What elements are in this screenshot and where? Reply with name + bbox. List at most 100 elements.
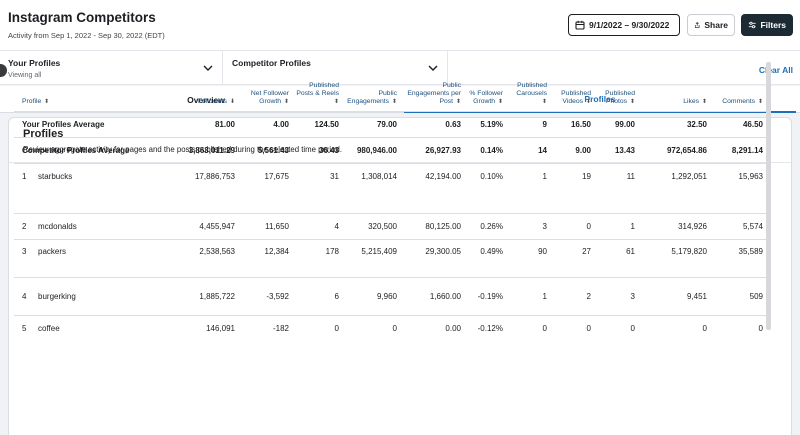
chevron-down-icon [428,65,438,71]
cell-followers: 3,863,011.29 [166,136,238,163]
cell-percent-follower-growth: 5.19% [464,110,506,137]
cell-likes: 1,292,051 [638,162,710,213]
table-row[interactable]: 4 burgerking 1,885,722 -3,592 6 9,960 1,6… [14,276,766,315]
cell-percent-follower-growth: 0.26% [464,212,506,239]
cell-engagements-per-post: 29,300.05 [400,238,464,277]
cell-comments: 8,291.14 [710,136,766,163]
cell-published-carousels: 90 [506,238,550,277]
row-number: 4 [22,291,27,301]
table-header-row: Profile ⬍ Followers ⬇ Net Follower Growt… [14,63,766,111]
tab-overview[interactable]: Overview [187,94,225,105]
cell-public-engagements: 320,500 [342,212,400,239]
sliders-icon [748,21,756,29]
table-scrollbar[interactable] [766,62,771,330]
your-profiles-dropdown[interactable]: Your Profiles Viewing all [0,51,223,85]
column-header-profile[interactable]: Profile ⬍ [22,97,50,105]
profile-cell: 4 burgerking [14,276,166,315]
cell-published-videos: 0 [550,314,594,341]
column-header-net-follower-growth[interactable]: Net Follower Growth ⬍ [250,89,289,105]
profile-name[interactable]: mcdonalds [38,221,77,231]
profiles-table: Profile ⬍ Followers ⬇ Net Follower Growt… [14,63,766,341]
row-number: 5 [22,323,27,333]
cell-published-posts-reels: 0 [292,314,342,341]
table-row[interactable]: 1 starbucks 17,886,753 17,675 31 1,308,01… [14,162,766,213]
cell-followers: 17,886,753 [166,162,238,213]
column-header-comments[interactable]: Comments ⬍ [722,97,763,105]
column-header-percent-follower-growth[interactable]: % Follower Growth ⬍ [469,89,503,105]
column-header-published-photos[interactable]: Published Photos ⬍ [605,89,635,105]
column-header-likes[interactable]: Likes ⬍ [683,97,707,105]
cell-published-posts-reels: 6 [292,276,342,315]
date-range-button[interactable]: 9/1/2022 – 9/30/2022 [568,14,680,36]
table-row[interactable]: 3 packers 2,538,563 12,384 178 5,215,409 … [14,238,766,277]
cell-percent-follower-growth: -0.12% [464,314,506,341]
table-row[interactable]: 5 coffee 146,091 -182 0 0 0.00 -0.12% 0 0… [14,314,766,341]
cell-published-photos: 99.00 [594,110,638,137]
cell-net-follower-growth: 4.00 [238,110,292,137]
sort-icon: ⬍ [283,98,289,105]
row-label: Your Profiles Average [14,110,166,137]
sort-icon: ⬍ [541,98,547,105]
page-subtitle: Activity from Sep 1, 2022 - Sep 30, 2022… [8,31,165,40]
cell-percent-follower-growth: 0.49% [464,238,506,277]
cell-published-carousels: 9 [506,110,550,137]
cell-published-photos: 0 [594,314,638,341]
cell-followers: 1,885,722 [166,276,238,315]
column-header-public-engagements[interactable]: Public Engagements ⬍ [347,89,397,105]
cell-likes: 972,654.86 [638,136,710,163]
cell-followers: 4,455,947 [166,212,238,239]
cell-comments: 509 [710,276,766,315]
share-icon [694,21,700,28]
profile-cell: 5 coffee [14,314,166,341]
cell-published-posts-reels: 36.43 [292,136,342,163]
cell-likes: 314,926 [638,212,710,239]
column-header-published-videos[interactable]: Published Videos ⬍ [561,89,591,105]
cell-published-photos: 3 [594,276,638,315]
date-range-label: 9/1/2022 – 9/30/2022 [589,20,670,30]
cell-followers: 81.00 [166,110,238,137]
profile-cell: 3 packers [14,238,166,277]
cell-published-videos: 9.00 [550,136,594,163]
sort-icon: ⬍ [497,98,503,105]
column-header-followers[interactable]: Followers ⬇ [197,97,235,105]
column-header-published-carousels[interactable]: Published Carousels ⬍ [516,81,547,105]
cell-comments: 46.50 [710,110,766,137]
table-row[interactable]: 2 mcdonalds 4,455,947 11,650 4 320,500 80… [14,212,766,239]
page-header: Instagram Competitors Activity from Sep … [0,0,800,50]
table-row-your-profiles-average: Your Profiles Average 81.00 4.00 124.50 … [14,110,766,137]
profile-name[interactable]: packers [38,246,67,256]
cell-percent-follower-growth: 0.14% [464,136,506,163]
cell-public-engagements: 79.00 [342,110,400,137]
row-number: 2 [22,221,27,231]
cell-likes: 5,179,820 [638,238,710,277]
row-label: Competitor Profiles Average [14,136,166,163]
cell-comments: 15,963 [710,162,766,213]
sort-desc-icon: ⬇ [229,98,235,105]
cell-published-posts-reels: 4 [292,212,342,239]
cell-published-photos: 13.43 [594,136,638,163]
filters-button[interactable]: Filters [741,14,793,36]
clear-all-link[interactable]: Clear All [758,65,793,75]
chevron-down-icon [203,65,213,71]
profile-cell: 2 mcdonalds [14,212,166,239]
cell-public-engagements: 0 [342,314,400,341]
cell-likes: 32.50 [638,110,710,137]
column-header-published-posts-reels[interactable]: Published Posts & Reels ⬍ [296,81,339,105]
profile-name[interactable]: burgerking [38,291,76,301]
cell-followers: 146,091 [166,314,238,341]
competitor-profiles-dropdown[interactable]: Competitor Profiles [223,51,448,85]
calendar-icon [575,20,585,30]
cell-published-carousels: 1 [506,276,550,315]
cell-published-videos: 0 [550,212,594,239]
cell-published-photos: 11 [594,162,638,213]
cell-percent-follower-growth: -0.19% [464,276,506,315]
sort-icon: ⬍ [391,98,397,105]
cell-public-engagements: 1,308,014 [342,162,400,213]
cell-published-photos: 1 [594,212,638,239]
share-button[interactable]: Share [687,14,735,36]
column-header-engagements-per-post[interactable]: Public Engagements per Post ⬍ [407,81,461,105]
profile-name[interactable]: starbucks [38,171,73,181]
profile-name[interactable]: coffee [38,323,60,333]
cell-published-videos: 16.50 [550,110,594,137]
cell-net-follower-growth: 5,561.43 [238,136,292,163]
